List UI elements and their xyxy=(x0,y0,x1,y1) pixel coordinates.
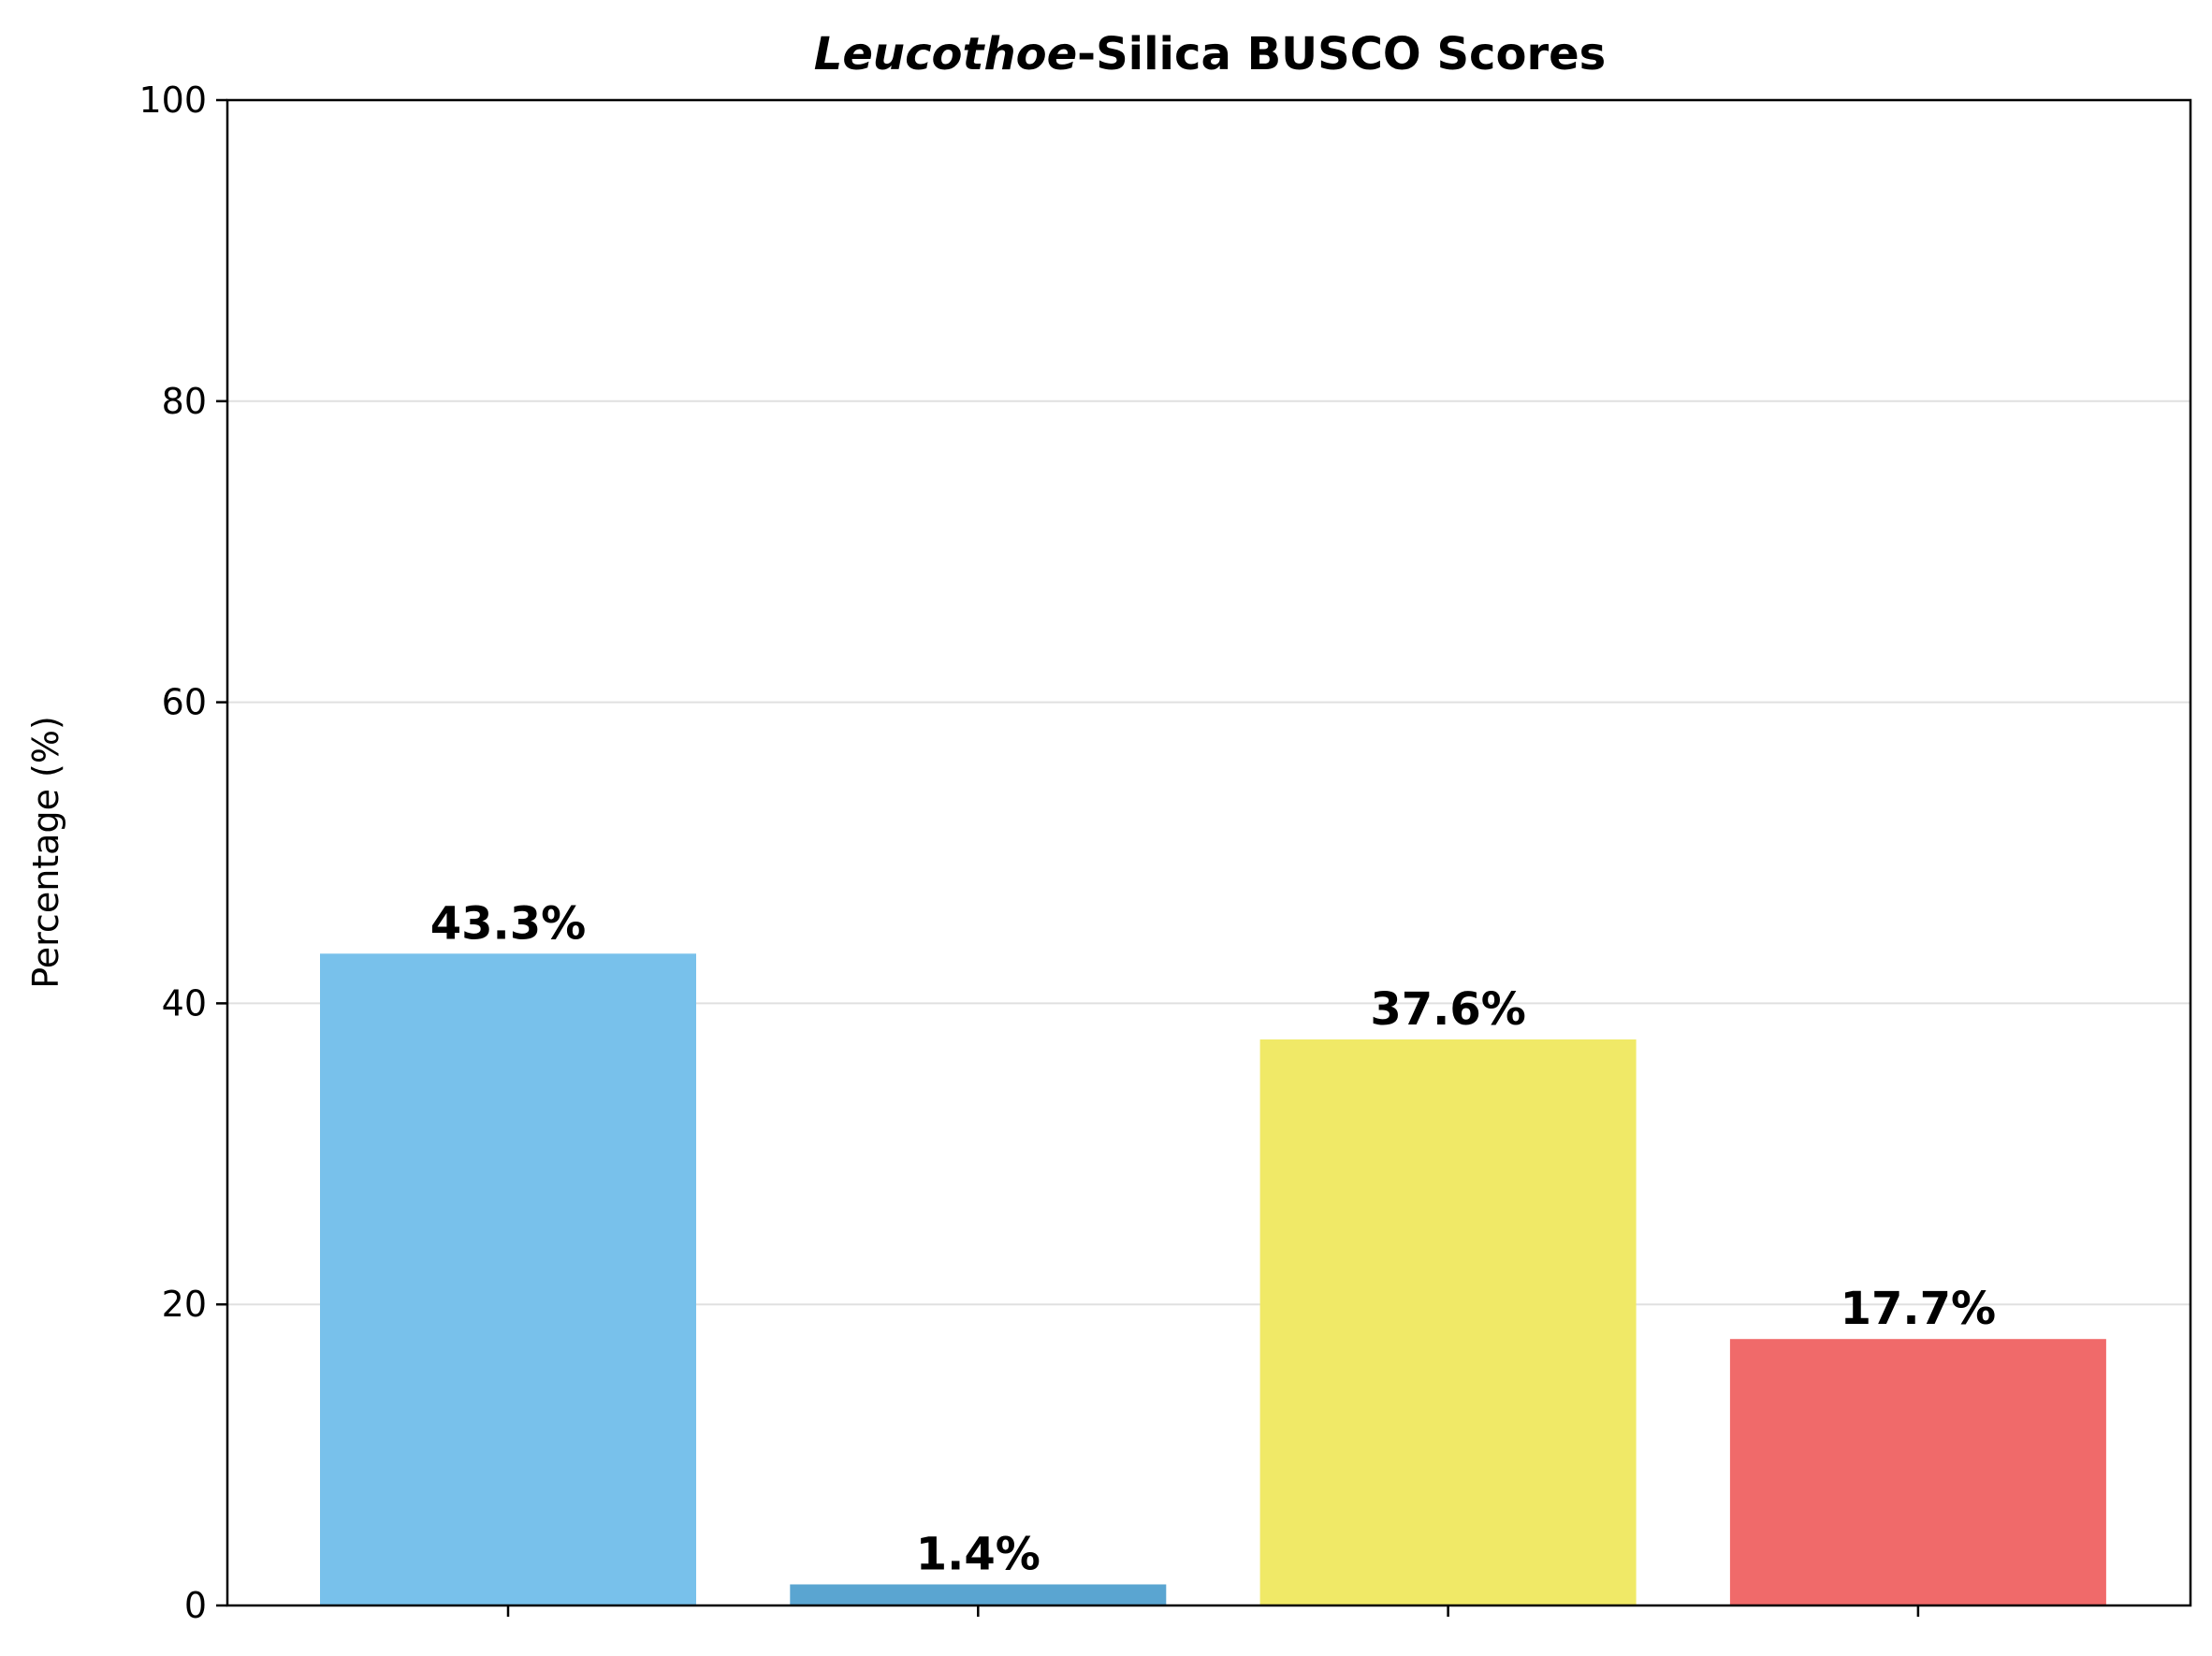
y-tick-label: 40 xyxy=(162,982,207,1024)
bars xyxy=(320,953,2106,1605)
bar-value-label: 43.3% xyxy=(430,897,587,950)
bar xyxy=(1729,1339,2106,1605)
bar-value-label: 17.7% xyxy=(1841,1283,1997,1335)
y-axis-ticks: 0 20 40 60 80 100 xyxy=(138,80,227,1626)
y-tick-label: 80 xyxy=(162,381,207,422)
bar-value-label: 1.4% xyxy=(916,1528,1041,1580)
chart-title-italic: Leucothoe xyxy=(814,28,1077,80)
y-axis-label: Percentage (%) xyxy=(25,716,66,989)
bar xyxy=(1259,1039,1637,1605)
y-tick-label: 20 xyxy=(162,1284,207,1325)
x-axis-ticks xyxy=(506,1605,1920,1617)
chart-title-rest: -Silica BUSCO Scores xyxy=(1077,28,1606,80)
chart-title: Leucothoe-Silica BUSCO Scores xyxy=(814,28,1606,80)
y-tick-label: 0 xyxy=(184,1585,207,1626)
bar xyxy=(320,953,696,1605)
data-labels: 43.3% 1.4% 37.6% 17.7% xyxy=(430,897,1996,1580)
y-tick-label: 100 xyxy=(138,80,207,121)
bar-value-label: 37.6% xyxy=(1370,983,1526,1036)
bar xyxy=(790,1584,1167,1605)
y-tick-label: 60 xyxy=(162,682,207,723)
plot-frame xyxy=(226,98,2192,1607)
